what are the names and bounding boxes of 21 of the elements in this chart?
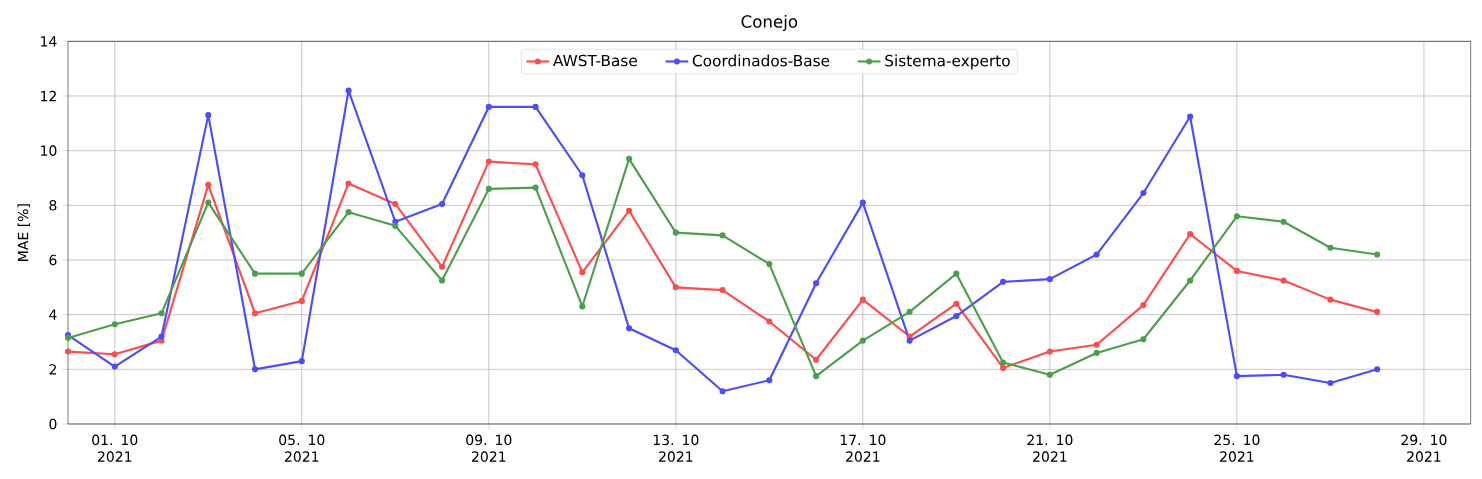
- x-tick-label: 05. 10 2021: [279, 434, 325, 462]
- y-tick-label: 4: [49, 309, 57, 320]
- chart-title: Conejo: [741, 14, 798, 32]
- y-tick-label: 14: [41, 36, 57, 47]
- y-axis-title: MAE [%]: [17, 204, 30, 261]
- y-tick-label: 10: [41, 145, 57, 156]
- x-tick-label: 09. 10 2021: [466, 434, 512, 462]
- y-tick-label: 8: [49, 200, 57, 211]
- x-tick-label: 01. 10 2021: [92, 434, 138, 462]
- x-tick-label: 25. 10 2021: [1214, 434, 1260, 462]
- x-tick-label: 13. 10 2021: [653, 434, 699, 462]
- x-tick-label: 17. 10 2021: [840, 434, 886, 462]
- x-tick-label: 21. 10 2021: [1027, 434, 1073, 462]
- x-tick-label: 29. 10 2021: [1401, 434, 1447, 462]
- legend-label: Coordinados-Base: [692, 54, 830, 67]
- y-tick-label: 6: [49, 254, 57, 266]
- y-tick-label: 2: [49, 364, 56, 375]
- legend-label: Sistema-experto: [885, 54, 1010, 70]
- legend-label: AWST-Base: [553, 54, 637, 67]
- y-tick-label: 0: [49, 418, 57, 430]
- y-tick-label: 12: [41, 90, 56, 102]
